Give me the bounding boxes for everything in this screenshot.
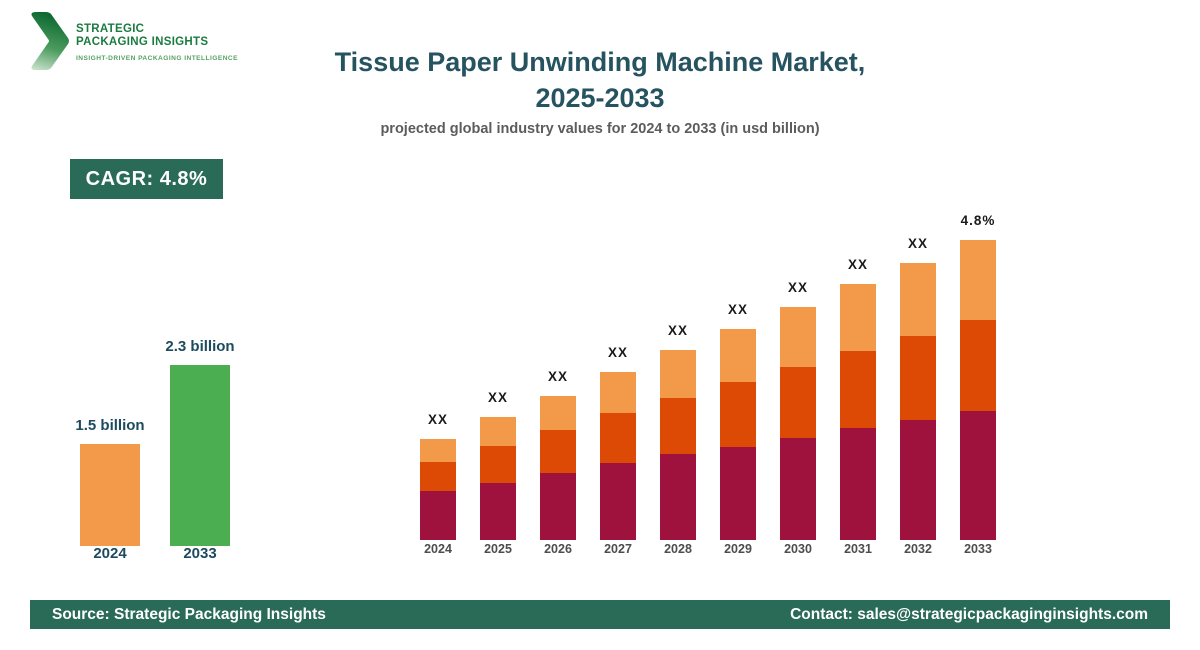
x-axis-year-label: 2031 (844, 542, 872, 556)
mini-bar-2024 (80, 444, 140, 546)
bar-value-label-2028: XX (667, 323, 688, 338)
page-title-line1: Tissue Paper Unwinding Machine Market, (334, 47, 866, 77)
bar-value-label-2031: XX (847, 257, 868, 272)
x-axis-year-label: 2028 (664, 542, 692, 556)
chevron-logo-icon (31, 12, 69, 70)
stacked-bar-2032 (900, 263, 936, 540)
bar-value-label-2025: XX (487, 390, 508, 405)
bar-2024-segment-top (420, 439, 456, 462)
bar-2028-segment-middle (660, 398, 696, 454)
bar-2028-segment-bottom (660, 454, 696, 540)
stacked-bar-2033 (960, 240, 996, 540)
stacked-bar-2031 (840, 284, 876, 540)
bar-2026-segment-middle (540, 430, 576, 473)
x-axis-year-label: 2025 (484, 542, 512, 556)
x-axis-year-label: 2024 (424, 542, 452, 556)
bar-2030-segment-top (780, 307, 816, 367)
bar-2033-segment-middle (960, 320, 996, 411)
stacked-bar-2028 (660, 350, 696, 540)
bar-2029-segment-top (720, 329, 756, 382)
bar-2024-segment-middle (420, 462, 456, 491)
bar-value-label-2033: 4.8% (960, 213, 996, 228)
bar-2026-segment-bottom (540, 473, 576, 540)
stacked-bar-2026 (540, 396, 576, 540)
bar-value-label-2027: XX (607, 345, 628, 360)
bar-2025-segment-bottom (480, 483, 516, 540)
stacked-bar-2029 (720, 329, 756, 540)
bar-2032-segment-middle (900, 336, 936, 420)
mini-bar-2033 (170, 365, 230, 546)
mini-bar-value-label: 2.3 billion (165, 338, 235, 355)
bar-2031-segment-middle (840, 351, 876, 428)
growth-comparison-chart: 1.5 billion 2024 2.3 billion 2033 (70, 330, 240, 570)
bar-value-label-2030: XX (787, 280, 808, 295)
bar-2029-segment-middle (720, 382, 756, 447)
brand-name-line1: STRATEGIC (76, 23, 145, 35)
x-axis-year-label: 2033 (964, 542, 992, 556)
bar-2027-segment-middle (600, 413, 636, 463)
bar-2033-segment-top (960, 240, 996, 320)
bar-2025-segment-top (480, 417, 516, 446)
bar-2031-segment-bottom (840, 428, 876, 540)
footer-bar: Source: Strategic Packaging Insights Con… (30, 600, 1170, 629)
x-axis-year-label: 2027 (604, 542, 632, 556)
bar-2031-segment-top (840, 284, 876, 351)
mini-bar-value-label: 1.5 billion (75, 417, 145, 434)
bar-2029-segment-bottom (720, 447, 756, 540)
page-subtitle: projected global industry values for 202… (380, 121, 820, 137)
stacked-bar-2025 (480, 417, 516, 540)
stacked-bar-2024 (420, 439, 456, 540)
x-axis-year-label: 2029 (724, 542, 752, 556)
brand-name-line2: PACKAGING INSIGHTS (76, 35, 209, 48)
bar-2027-segment-bottom (600, 463, 636, 540)
x-axis-year-label: 2032 (904, 542, 932, 556)
bar-2027-segment-top (600, 372, 636, 413)
bar-value-label-2029: XX (727, 302, 748, 317)
bar-2024-segment-bottom (420, 491, 456, 540)
bar-2033-segment-bottom (960, 411, 996, 540)
bar-2028-segment-top (660, 350, 696, 398)
brand-tagline: INSIGHT-DRIVEN PACKAGING INTELLIGENCE (76, 55, 238, 62)
projection-stacked-chart: XX 2024 XX 2025 XX 2026 XX 2027 XX 2028 XX 2029 XX 20… (410, 205, 1010, 570)
bar-2032-segment-top (900, 263, 936, 336)
bar-value-label-2026: XX (547, 369, 568, 384)
mini-bar-year-label: 2024 (93, 545, 127, 562)
header-block: Tissue Paper Unwinding Machine Market, 2… (0, 44, 1200, 137)
bar-value-label-2032: XX (907, 236, 928, 251)
bar-2030-segment-middle (780, 367, 816, 438)
stacked-bar-2027 (600, 372, 636, 540)
x-axis-year-label: 2026 (544, 542, 572, 556)
bar-2030-segment-bottom (780, 438, 816, 540)
x-axis-year-label: 2030 (784, 542, 812, 556)
contact-text: Contact: sales@strategicpackaginginsight… (790, 605, 1148, 623)
stacked-bar-2030 (780, 307, 816, 540)
bar-2032-segment-bottom (900, 420, 936, 540)
brand-logo: STRATEGIC PACKAGING INSIGHTS INSIGHT-DRI… (30, 12, 238, 70)
bar-value-label-2024: XX (427, 412, 448, 427)
bar-2025-segment-middle (480, 446, 516, 483)
brand-text: STRATEGIC PACKAGING INSIGHTS INSIGHT-DRI… (76, 12, 238, 62)
cagr-badge: CAGR: 4.8% (70, 159, 223, 199)
page-title-line2: 2025-2033 (535, 83, 665, 113)
source-text: Source: Strategic Packaging Insights (52, 605, 326, 623)
page-title: Tissue Paper Unwinding Machine Market, 2… (0, 44, 1200, 116)
bar-2026-segment-top (540, 396, 576, 430)
mini-bar-year-label: 2033 (183, 545, 217, 562)
